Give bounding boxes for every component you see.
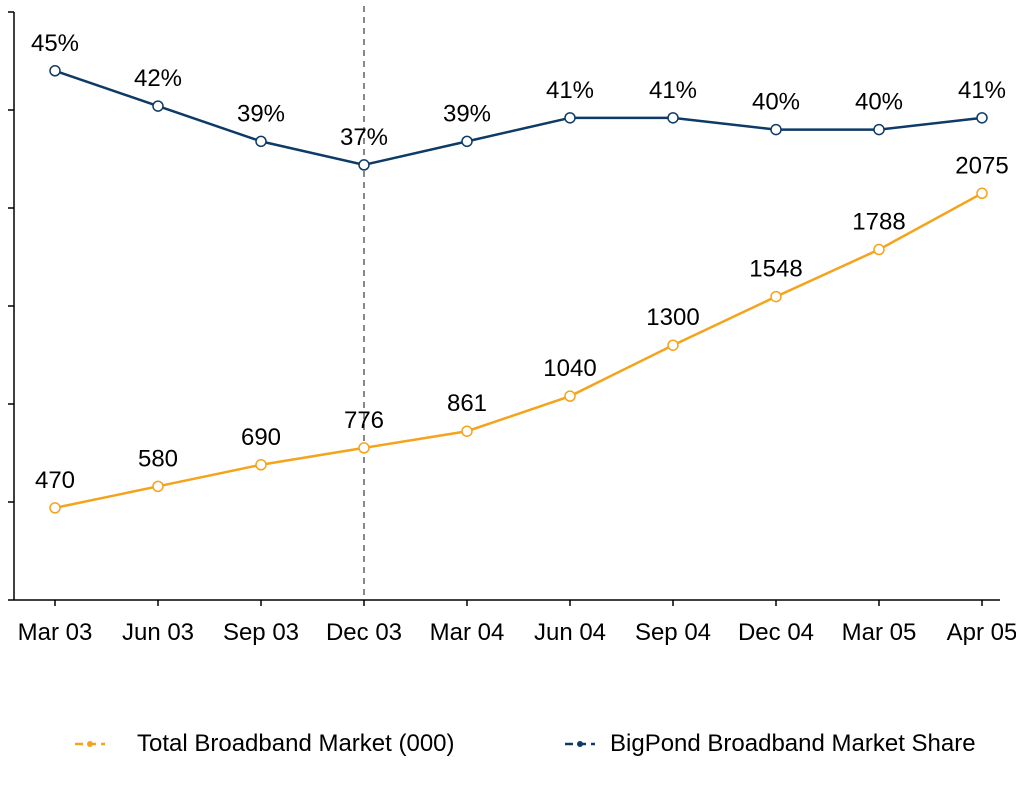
point (667, 112, 679, 124)
point (49, 65, 61, 77)
point (358, 159, 370, 171)
legend-label: BigPond Broadband Market Share (610, 730, 976, 757)
point (564, 112, 576, 124)
data-label: 2075 (955, 152, 1008, 179)
data-label: 41% (649, 77, 697, 104)
data-label: 41% (546, 77, 594, 104)
x-tick-label: Mar 05 (841, 619, 917, 646)
data-label: 37% (340, 124, 388, 151)
point (564, 390, 576, 402)
point (873, 123, 885, 136)
x-tick-label: Jun 04 (533, 619, 607, 646)
point (49, 502, 61, 514)
point (976, 112, 988, 124)
x-tick-label: Sep 04 (634, 619, 712, 646)
point (770, 123, 782, 136)
data-label: 470 (35, 467, 75, 494)
point (667, 339, 679, 351)
x-tick-label: Mar 04 (429, 619, 505, 646)
data-label: 45% (31, 30, 79, 57)
legend-label: Total Broadband Market (000) (137, 730, 455, 757)
data-label: 1300 (646, 304, 699, 331)
point (255, 459, 267, 471)
data-label: 42% (134, 65, 182, 92)
x-tick-label: Mar 03 (17, 619, 93, 646)
data-label: 39% (237, 100, 285, 127)
point (770, 290, 782, 303)
data-label: 40% (855, 89, 903, 116)
data-label: 690 (241, 424, 281, 451)
x-tick-label: Dec 03 (325, 619, 403, 646)
point (976, 187, 988, 200)
data-label: 41% (958, 77, 1006, 104)
point (461, 425, 473, 437)
data-label: 39% (443, 100, 491, 127)
point (873, 243, 885, 256)
data-label: 580 (138, 445, 178, 472)
data-label: 40% (752, 89, 800, 116)
point (152, 480, 164, 493)
data-label: 1040 (543, 355, 596, 382)
x-tick-label: Sep 03 (222, 619, 300, 646)
series-line (54, 192, 983, 510)
data-label: 861 (447, 390, 487, 417)
point (255, 135, 267, 148)
x-tick-label: Dec 04 (737, 619, 815, 646)
data-label: 1548 (749, 256, 802, 283)
data-label: 1788 (852, 209, 905, 236)
data-label: 776 (344, 407, 384, 434)
legend-marker (87, 741, 93, 747)
point (152, 100, 164, 112)
x-tick-label: Apr 05 (946, 619, 1016, 646)
series-line (54, 69, 983, 167)
point (461, 135, 473, 148)
point (358, 442, 370, 454)
legend-marker (577, 741, 583, 747)
x-tick-label: Jun 03 (121, 619, 195, 646)
